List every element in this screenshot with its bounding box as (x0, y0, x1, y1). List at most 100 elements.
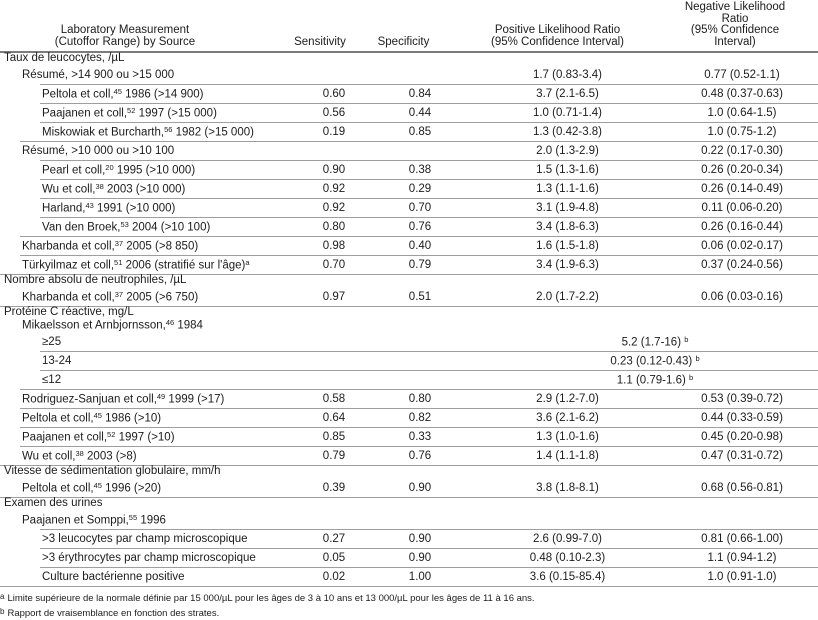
negative-lr-value: 0.22 (0.17-0.30) (680, 145, 818, 157)
sensitivity-value: 0.60 (290, 88, 370, 100)
row-label-text: Vitesse de sédimentation globulaire, mm/… (4, 465, 221, 477)
row-label: Harland,43 1991 (>10 000) (0, 200, 290, 215)
positive-lr-value: 1.3 (1.0-1.6) (455, 431, 680, 443)
table-row: Paajanen et coll,52 1997 (>15 000) 0.56 … (0, 104, 818, 122)
negative-lr-value: 0.37 (0.24-0.56) (680, 259, 818, 271)
row-label-detail: 1986 (>14 900) (122, 88, 204, 100)
specificity-value: 0.90 (370, 552, 455, 564)
sensitivity-value: 0.58 (290, 393, 370, 405)
stratified-lr-text: 1.1 (0.79-1.6) (617, 374, 686, 386)
positive-lr-value: 3.8 (1.8-8.1) (455, 482, 680, 494)
specificity-value: 0.44 (370, 107, 455, 119)
row-label: Résumé, >14 900 ou >15 000 (0, 69, 290, 81)
table-row: Taux de leucocytes, /µL (0, 53, 818, 66)
row-label: Paajanen et coll,52 1997 (>10) (0, 429, 290, 444)
col-header-negative-lr-line2: (95% Confidence Interval) (680, 25, 790, 48)
reference-superscript: 49 (157, 392, 165, 401)
negative-lr-value: 1.1 (0.94-1.2) (680, 552, 818, 564)
row-label-detail: 1996 (>20) (102, 482, 161, 494)
positive-lr-value: 1.3 (0.42-3.8) (455, 126, 680, 138)
negative-lr-value: 0.68 (0.56-0.81) (680, 482, 818, 494)
table-row: Peltola et coll,45 1996 (>20) 0.39 0.90 … (0, 479, 818, 497)
specificity-value: 0.76 (370, 450, 455, 462)
row-label: >3 leucocytes par champ microscopique (0, 533, 290, 545)
specificity-value: 0.85 (370, 126, 455, 138)
table-row: Examen des urines (0, 498, 818, 511)
specificity-value: 0.40 (370, 240, 455, 252)
row-label-text: >3 érythrocytes par champ microscopique (42, 552, 256, 564)
negative-lr-value: 0.26 (0.20-0.34) (680, 164, 818, 176)
row-label: Résumé, >10 000 ou >10 100 (0, 145, 290, 157)
row-label: Examen des urines (0, 497, 290, 509)
row-label-detail: 2006 (stratifié sur l'âge) (122, 259, 245, 271)
positive-lr-value: 1.6 (1.5-1.8) (455, 240, 680, 252)
row-label: Wu et coll,38 2003 (>10 000) (0, 181, 290, 196)
row-label-detail: 2004 (>10 100) (129, 221, 211, 233)
sensitivity-value: 0.97 (290, 291, 370, 303)
reference-superscript: 43 (85, 201, 93, 210)
sensitivity-value: 0.56 (290, 107, 370, 119)
sensitivity-value: 0.92 (290, 202, 370, 214)
sensitivity-value: 0.80 (290, 221, 370, 233)
row-label-text: Pearl et coll, (42, 164, 105, 176)
reference-superscript: 38 (75, 449, 83, 458)
table-row: >3 leucocytes par champ microscopique 0.… (0, 530, 818, 548)
row-label-text: Résumé, >10 000 ou >10 100 (22, 145, 174, 157)
row-label-text: Wu et coll, (42, 183, 95, 195)
row-label: ≥25 (0, 336, 290, 348)
sensitivity-value: 0.70 (290, 259, 370, 271)
row-label-detail: 1997 (>10) (115, 431, 174, 443)
table-row: Mikaelsson et Arnbjornsson,46 1984 (0, 320, 818, 333)
table-row: Harland,43 1991 (>10 000) 0.92 0.70 3.1 … (0, 199, 818, 217)
row-label-text: Peltola et coll, (22, 412, 94, 424)
sensitivity-value: 0.92 (290, 183, 370, 195)
reference-superscript: 37 (115, 239, 123, 248)
specificity-value: 0.38 (370, 164, 455, 176)
table-row: Résumé, >14 900 ou >15 000 1.7 (0.83-3.4… (0, 66, 818, 84)
reference-superscript: 45 (94, 411, 102, 420)
positive-lr-value: 3.6 (0.15-85.4) (455, 571, 680, 583)
row-label: Kharbanda et coll,37 2005 (>8 850) (0, 238, 290, 253)
row-label: 13-24 (0, 355, 290, 367)
negative-lr-value: 0.47 (0.31-0.72) (680, 450, 818, 462)
reference-superscript: 20 (105, 163, 113, 172)
specificity-value: 0.51 (370, 291, 455, 303)
specificity-value: 0.70 (370, 202, 455, 214)
row-label-text: Résumé, >14 900 ou >15 000 (22, 69, 174, 81)
positive-lr-value: 3.6 (2.1-6.2) (455, 412, 680, 424)
row-label-detail: 2005 (>8 850) (123, 240, 198, 252)
row-label-text: >3 leucocytes par champ microscopique (42, 533, 248, 545)
negative-lr-value: 1.0 (0.91-1.0) (680, 571, 818, 583)
col-header-sensitivity: Sensitivity (290, 37, 370, 49)
table-row: Kharbanda et coll,37 2005 (>8 850) 0.98 … (0, 237, 818, 255)
sensitivity-value: 0.85 (290, 431, 370, 443)
row-label-detail: 1991 (>10 000) (94, 202, 176, 214)
table-header: Laboratory Measurement (Cutoffor Range) … (0, 0, 818, 53)
stratified-footnote-superscript: b (689, 373, 693, 382)
row-label: >3 érythrocytes par champ microscopique (0, 552, 290, 564)
row-label: Van den Broek,53 2004 (>10 100) (0, 219, 290, 234)
stratified-footnote-superscript: b (695, 354, 699, 363)
reference-superscript: 55 (129, 513, 137, 522)
negative-lr-value: 0.26 (0.14-0.49) (680, 183, 818, 195)
negative-lr-value: 1.0 (0.64-1.5) (680, 107, 818, 119)
positive-lr-value: 3.7 (2.1-6.5) (455, 88, 680, 100)
col-header-source-line2: (Cutoffor Range) by Source (0, 37, 250, 49)
stratified-lr-text: 0.23 (0.12-0.43) (610, 355, 692, 367)
row-label-text: Türkyilmaz et coll, (22, 259, 114, 271)
row-label-text: Wu et coll, (22, 450, 75, 462)
reference-superscript: 46 (166, 318, 174, 327)
row-divider (0, 586, 818, 587)
col-header-positive-lr-line2: (95% Confidence Interval) (455, 37, 660, 49)
positive-lr-value: 2.6 (0.99-7.0) (455, 533, 680, 545)
footnote-a-marker: a (0, 592, 4, 601)
row-label: Miskowiak et Burcharth,56 1982 (>15 000) (0, 124, 290, 139)
row-label-text: Taux de leucocytes, /µL (4, 52, 124, 64)
row-label: Culture bactérienne positive (0, 571, 290, 583)
row-label-detail: 1982 (>15 000) (172, 126, 254, 138)
positive-lr-value: 1.7 (0.83-3.4) (455, 69, 680, 81)
row-label-text: Van den Broek, (42, 221, 120, 233)
